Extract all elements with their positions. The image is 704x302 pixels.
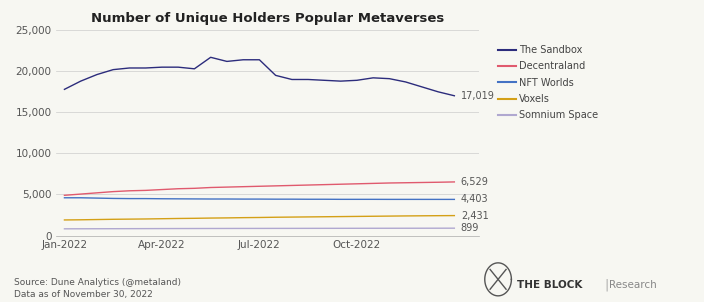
Text: 899: 899 xyxy=(461,223,479,233)
Text: |: | xyxy=(604,279,608,292)
Title: Number of Unique Holders Popular Metaverses: Number of Unique Holders Popular Metaver… xyxy=(91,12,444,25)
Text: 2,431: 2,431 xyxy=(461,210,489,220)
Text: THE BLOCK: THE BLOCK xyxy=(517,280,583,291)
Text: 6,529: 6,529 xyxy=(461,177,489,187)
Text: 17,019: 17,019 xyxy=(461,91,495,101)
Text: Research: Research xyxy=(609,280,657,291)
Text: 4,403: 4,403 xyxy=(461,194,489,204)
Text: Source: Dune Analytics (@metaland)
Data as of November 30, 2022: Source: Dune Analytics (@metaland) Data … xyxy=(14,278,181,299)
Legend: The Sandbox, Decentraland, NFT Worlds, Voxels, Somnium Space: The Sandbox, Decentraland, NFT Worlds, V… xyxy=(494,41,603,124)
